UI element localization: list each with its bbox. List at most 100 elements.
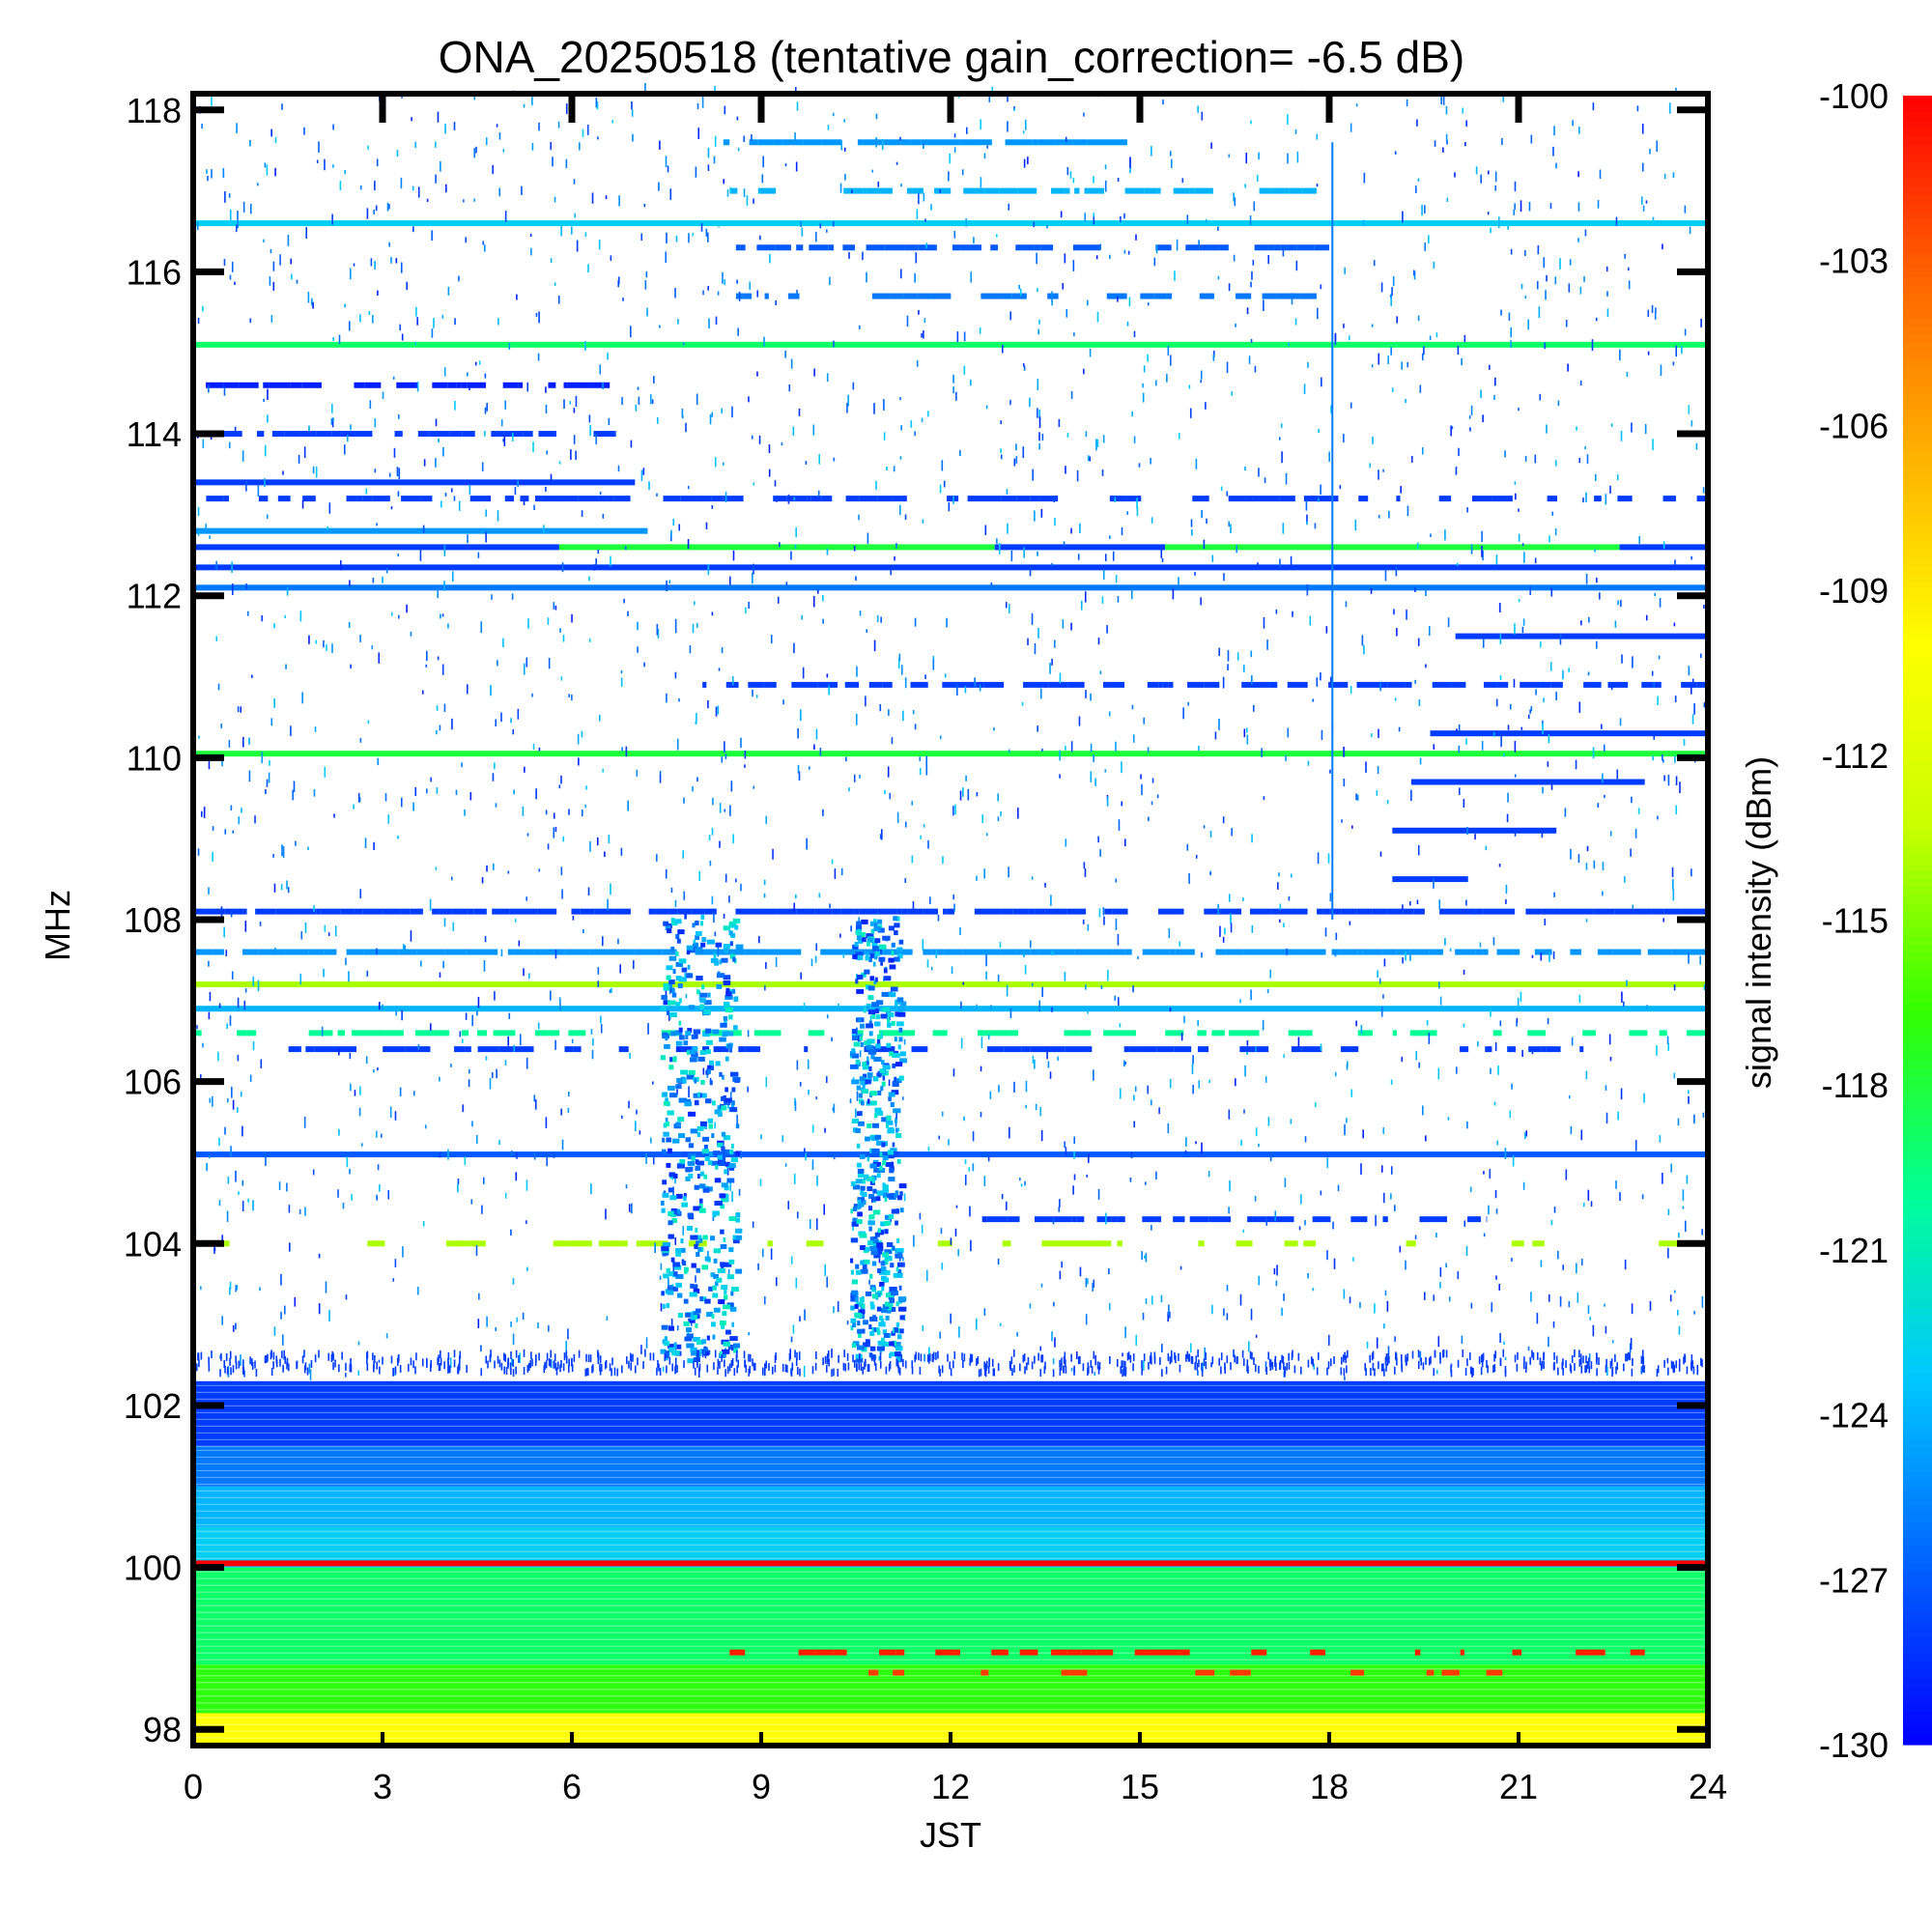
carrier-segment [1286, 244, 1297, 251]
noise-speck [234, 281, 236, 285]
cluster-speck [869, 1245, 878, 1251]
cluster-speck [863, 1259, 870, 1264]
carrier-segment [1356, 908, 1373, 915]
noise-speck [1096, 311, 1099, 323]
fringe-speck [379, 1366, 381, 1375]
cluster-speck [882, 1182, 886, 1188]
noise-speck [1219, 925, 1221, 937]
cluster-speck [869, 1236, 875, 1242]
noise-speck [759, 1179, 762, 1186]
noise-speck [1073, 332, 1075, 337]
fringe-speck [334, 1359, 336, 1368]
noise-speck [1468, 415, 1471, 419]
noise-speck [344, 303, 346, 308]
cluster-speck [695, 1228, 698, 1234]
noise-speck [373, 841, 375, 851]
noise-speck [1186, 843, 1189, 851]
noise-speck [1421, 353, 1424, 360]
cluster-speck [851, 1119, 860, 1124]
noise-speck [374, 469, 377, 473]
noise-speck [1228, 1207, 1230, 1214]
carrier-segment [362, 496, 373, 502]
noise-speck [388, 472, 391, 477]
cluster-speck [889, 1051, 894, 1057]
noise-speck [800, 709, 802, 722]
noise-speck [260, 1059, 263, 1068]
noise-speck [1051, 300, 1053, 306]
carrier-segment [541, 496, 559, 502]
noise-speck [647, 1023, 649, 1035]
carrier-segment [1341, 949, 1358, 955]
noise-speck [581, 510, 583, 518]
carrier-segment [1158, 681, 1163, 688]
cluster-speck [668, 1057, 677, 1063]
cluster-speck [873, 1076, 879, 1082]
cluster-speck [682, 1151, 689, 1157]
noise-speck [998, 542, 1001, 554]
noise-speck [1127, 250, 1130, 255]
carrier-segment [854, 908, 860, 915]
noise-speck [640, 469, 643, 481]
fringe-speck [1275, 1362, 1277, 1371]
carrier-segment [868, 681, 883, 688]
noise-speck [983, 868, 985, 879]
carrier-segment [1512, 1649, 1522, 1656]
carrier-line [193, 1151, 1708, 1158]
carrier-segment [1629, 1030, 1648, 1037]
noise-speck [1646, 1005, 1649, 1009]
noise-speck [1145, 1181, 1147, 1185]
cluster-speck [895, 1351, 901, 1357]
noise-speck [672, 1265, 675, 1277]
noise-speck [1684, 1220, 1687, 1233]
noise-speck [1222, 816, 1225, 824]
noise-speck [1466, 1121, 1468, 1129]
noise-speck [608, 417, 611, 426]
carrier-segment [950, 681, 956, 688]
noise-speck [859, 611, 862, 616]
carrier-segment [1528, 1046, 1542, 1053]
cluster-speck [719, 1350, 723, 1356]
cluster-speck [719, 959, 723, 965]
noise-speck [440, 500, 442, 508]
noise-speck [856, 1027, 858, 1037]
noise-speck [1263, 796, 1265, 801]
noise-speck [424, 1124, 427, 1129]
noise-speck [619, 964, 621, 974]
carrier-segment [1219, 1030, 1225, 1037]
carrier-segment [982, 949, 1001, 955]
noise-speck [1458, 745, 1461, 753]
noise-speck [231, 261, 234, 272]
cluster-speck [698, 1237, 703, 1243]
noise-speck [1025, 1104, 1028, 1109]
noise-speck [332, 124, 334, 130]
noise-speck [1128, 297, 1131, 307]
cluster-speck [721, 1182, 725, 1188]
carrier-segment [1016, 908, 1029, 915]
noise-speck [659, 325, 661, 328]
noise-speck [1101, 596, 1104, 604]
noise-speck [866, 629, 868, 634]
noise-speck [455, 789, 458, 796]
cluster-speck [735, 1212, 741, 1218]
noise-speck [208, 1155, 211, 1159]
noise-speck [695, 166, 697, 178]
noise-speck [468, 1068, 470, 1074]
carrier-segment [1386, 908, 1393, 915]
noise-speck [423, 459, 426, 467]
noise-speck [595, 98, 598, 108]
noise-speck [1481, 741, 1484, 751]
fringe-speck [430, 1359, 433, 1368]
noise-speck [324, 158, 326, 171]
noise-speck [516, 1317, 519, 1322]
fringe-speck [717, 1366, 719, 1375]
cluster-speck [667, 1000, 676, 1006]
noise-speck [1514, 203, 1516, 211]
noise-speck [1485, 845, 1488, 851]
noise-speck [1585, 919, 1588, 923]
carrier-segment [1040, 244, 1054, 251]
fringe-speck [796, 1366, 799, 1375]
fringe-speck [1122, 1360, 1124, 1369]
cluster-speck [869, 1301, 874, 1307]
noise-speck [770, 635, 773, 644]
